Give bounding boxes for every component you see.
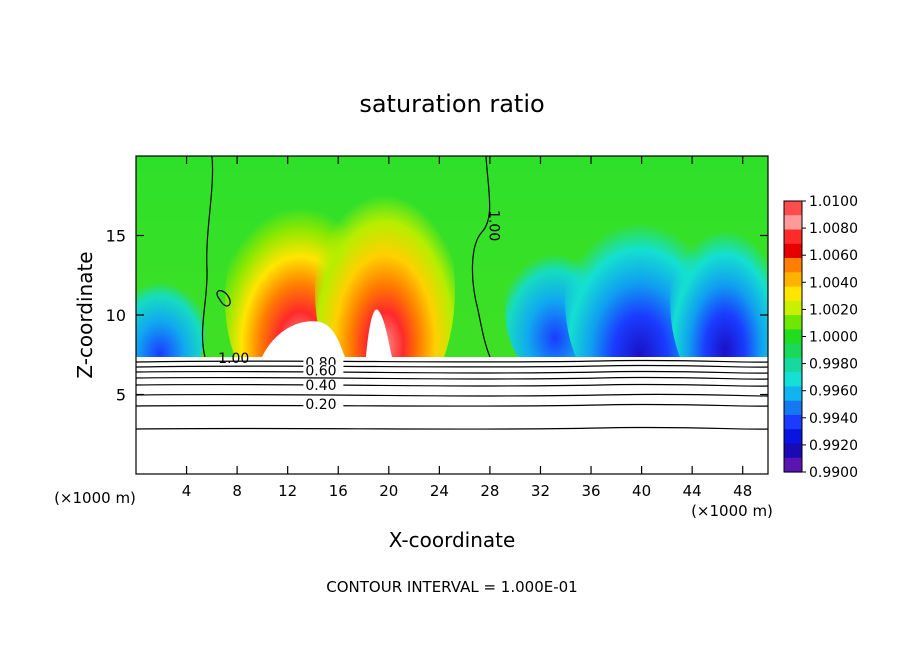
x-tick-label-12: 12 — [278, 482, 297, 500]
blue-region-3 — [670, 200, 768, 400]
red-plume-right — [315, 165, 455, 415]
contour-label-4: 0.40 — [305, 378, 336, 394]
chart-title: saturation ratio — [359, 90, 544, 118]
contour-1.00-left — [201, 156, 214, 358]
x-tick-label-36: 36 — [581, 482, 600, 500]
heatmap-field — [136, 156, 768, 474]
colorbar-swatch-0 — [784, 201, 802, 216]
contour-0.30 — [136, 393, 768, 397]
contour-label-1: 1.00 — [218, 351, 249, 367]
colorbar-swatch-18 — [784, 457, 802, 473]
y-tick-label-5: 5 — [116, 386, 126, 405]
x-tick-label-24: 24 — [430, 482, 449, 500]
colorbar-swatch-14 — [784, 400, 802, 416]
white-lower-region — [136, 357, 768, 474]
contour-label-bg-5 — [303, 398, 344, 411]
colorbar-swatch-6 — [784, 286, 802, 302]
y-tick-label-15: 15 — [106, 227, 126, 246]
x-tick-label-4: 4 — [182, 482, 192, 500]
contour-0.40 — [136, 383, 768, 387]
colorbar-label-4: 1.0020 — [809, 302, 858, 318]
colorbar-label-2: 1.0060 — [809, 248, 858, 264]
colorbar-swatch-5 — [784, 272, 802, 288]
colorbar-swatch-2 — [784, 229, 802, 245]
contour-0.20 — [136, 403, 768, 407]
colorbar-label-9: 0.9920 — [809, 438, 858, 454]
contour-interval-note: CONTOUR INTERVAL = 1.000E-01 — [326, 578, 577, 596]
colorbar-swatch-13 — [784, 386, 802, 402]
x-axis-label: X-coordinate — [389, 528, 516, 552]
x-tick-label-48: 48 — [733, 482, 752, 500]
x-tick-label-20: 20 — [379, 482, 398, 500]
contour-1.00-right — [471, 156, 491, 358]
x-tick-label-44: 44 — [683, 482, 702, 500]
x-axis: 4 8 12 16 20 24 28 32 36 40 44 48 — [182, 156, 752, 500]
colorbar-swatch-15 — [784, 414, 802, 430]
colorbar-swatch-9 — [784, 329, 802, 345]
contour-0.60 — [136, 370, 768, 374]
y-tick-label-10: 10 — [106, 306, 126, 325]
colorbar-swatch-8 — [784, 315, 802, 330]
y-axis-label: Z-coordinate — [73, 251, 97, 378]
colorbar-swatch-12 — [784, 372, 802, 388]
colorbar-label-6: 0.9980 — [809, 357, 858, 373]
blue-region-2 — [565, 190, 715, 410]
contour-label-bg-4 — [303, 378, 344, 391]
contour-label-0: 1.00 — [486, 210, 502, 241]
contour-lines — [136, 156, 768, 430]
x-tick-label-16: 16 — [329, 482, 348, 500]
colorbar: 1.0100 1.0080 1.0060 1.0040 1.0020 1.0000 0.99… — [783, 194, 858, 481]
colorbar-swatch-10 — [784, 343, 802, 359]
colorbar-label-1: 1.0080 — [809, 221, 858, 237]
colorbar-swatch-11 — [784, 357, 802, 373]
contour-0.10 — [136, 426, 768, 430]
contour-1.00-loop — [216, 290, 231, 307]
colorbar-label-10: 0.9900 — [809, 465, 858, 481]
white-core-right — [366, 309, 392, 357]
colorbar-swatch-4 — [784, 258, 802, 273]
x-tick-label-8: 8 — [232, 482, 242, 500]
colorbar-swatch-16 — [784, 429, 802, 445]
y-axis: 5 10 15 — [106, 227, 768, 405]
colorbar-swatch-7 — [784, 300, 802, 316]
contour-labels: 1.001.00 0.800.600.400.20 — [218, 210, 501, 413]
contour-0.50 — [136, 376, 768, 380]
contour-label-3: 0.60 — [305, 364, 336, 380]
colorbar-swatch-17 — [784, 443, 802, 459]
contour-0.80 — [136, 359, 768, 363]
colorbar-label-7: 0.9960 — [809, 384, 858, 400]
colorbar-label-8: 0.9940 — [809, 411, 858, 427]
colorbar-label-3: 1.0040 — [809, 275, 858, 291]
contour-label-bg-3 — [303, 364, 344, 377]
x-tick-label-32: 32 — [531, 482, 550, 500]
contour-label-5: 0.20 — [305, 397, 336, 413]
x-tick-label-40: 40 — [632, 482, 651, 500]
x-unit-left: (×1000 m) — [54, 489, 136, 507]
x-tick-label-28: 28 — [480, 482, 499, 500]
colorbar-label-5: 1.0000 — [809, 330, 858, 346]
colorbar-swatch-1 — [784, 215, 802, 231]
contour-0.70 — [136, 364, 768, 368]
white-core-left — [262, 321, 345, 357]
colorbar-label-0: 1.0100 — [809, 194, 858, 210]
x-unit-right: (×1000 m) — [691, 502, 773, 520]
colorbar-swatch-3 — [784, 243, 802, 259]
